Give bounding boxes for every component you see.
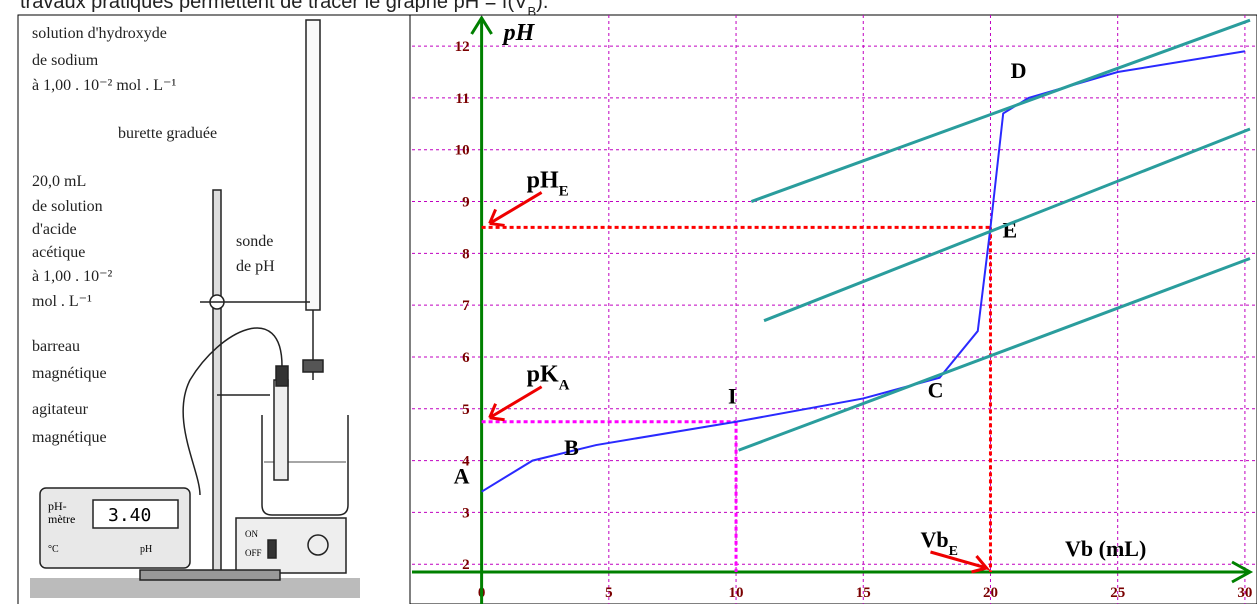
y-arrow	[470, 15, 493, 35]
label: de solution	[32, 198, 103, 215]
stirrer-on: ON	[245, 529, 258, 539]
meter-display: 3.40	[108, 505, 151, 526]
label: burette graduée	[118, 125, 217, 142]
y-tick-label: 12	[455, 39, 470, 55]
guide-arrow	[488, 385, 543, 422]
plot-area	[409, 14, 1257, 604]
chart: 23456789101112051015202530pHVb (mL)pHEVb…	[409, 14, 1257, 604]
y-tick-label: 5	[462, 402, 470, 418]
guide-label-main: pK	[527, 362, 559, 388]
label: 20,0 mL	[32, 173, 86, 190]
y-tick-label: 3	[462, 505, 470, 521]
series-line	[763, 127, 1251, 323]
guide-x-label: VbE	[920, 527, 957, 559]
meter-unit: °C	[48, 544, 59, 555]
stirrer-off: OFF	[245, 548, 262, 558]
x-tick-label: 30	[1237, 585, 1252, 601]
x-tick-label: 10	[729, 585, 744, 601]
x-tick-label: 20	[983, 585, 998, 601]
apparatus-drawing	[30, 19, 360, 598]
apparatus-labels: solution d'hydroxyde de sodium à 1,00 . …	[32, 25, 275, 558]
series-line	[738, 257, 1251, 452]
meter-name: pH-	[48, 499, 67, 513]
label: à 1,00 . 10⁻² mol . L⁻¹	[32, 77, 176, 94]
label: magnétique	[32, 365, 107, 382]
meter-name: mètre	[48, 512, 75, 526]
label: de pH	[236, 258, 275, 275]
guide-label-sub: E	[559, 183, 569, 199]
y-axis-label: pH	[502, 20, 536, 46]
guide-label: pHE	[527, 167, 569, 199]
label: barreau	[32, 338, 80, 355]
y-tick-label: 4	[462, 454, 470, 470]
header-end: ).	[536, 0, 548, 13]
header-sub: B	[528, 4, 537, 19]
y-tick-label: 11	[455, 91, 469, 107]
point-label: A	[454, 464, 470, 489]
x-axis-label: Vb (mL)	[1065, 536, 1146, 561]
guide-x-label-sub: E	[949, 544, 958, 559]
y-tick-label: 8	[462, 246, 470, 262]
x-arrow	[1231, 560, 1254, 584]
guide-x-arrow	[930, 550, 991, 574]
guide-label-main: pH	[527, 167, 559, 193]
y-tick-label: 2	[462, 557, 470, 573]
label: d'acide	[32, 221, 77, 238]
header-main: travaux pratiques permettent de tracer l…	[20, 0, 528, 13]
y-tick-label: 7	[462, 298, 470, 314]
series-line	[750, 18, 1251, 203]
guide-label: pKA	[527, 362, 570, 394]
guide-x-label-main: Vb	[920, 527, 948, 552]
label: agitateur	[32, 401, 89, 418]
label: sonde	[236, 233, 273, 250]
point-label: B	[564, 435, 579, 460]
point-label: C	[928, 378, 944, 403]
label: de sodium	[32, 52, 99, 69]
guide-label-sub: A	[559, 378, 570, 394]
label: mol . L⁻¹	[32, 293, 92, 310]
label: acétique	[32, 244, 85, 261]
x-tick-label: 5	[605, 585, 613, 601]
label: magnétique	[32, 429, 107, 446]
x-tick-label: 25	[1110, 585, 1125, 601]
label: solution d'hydroxyde	[32, 25, 167, 42]
x-tick-label: 15	[856, 585, 871, 601]
point-label: I	[728, 384, 737, 409]
y-tick-label: 9	[462, 195, 470, 211]
point-label: D	[1011, 58, 1027, 83]
label: à 1,00 . 10⁻²	[32, 268, 113, 285]
y-tick-label: 6	[462, 350, 470, 366]
y-tick-label: 10	[455, 143, 470, 159]
guide-arrow	[488, 191, 543, 227]
header-text: travaux pratiques permettent de tracer l…	[20, 0, 548, 19]
series-line	[481, 50, 1246, 493]
meter-unit: pH	[140, 544, 152, 555]
